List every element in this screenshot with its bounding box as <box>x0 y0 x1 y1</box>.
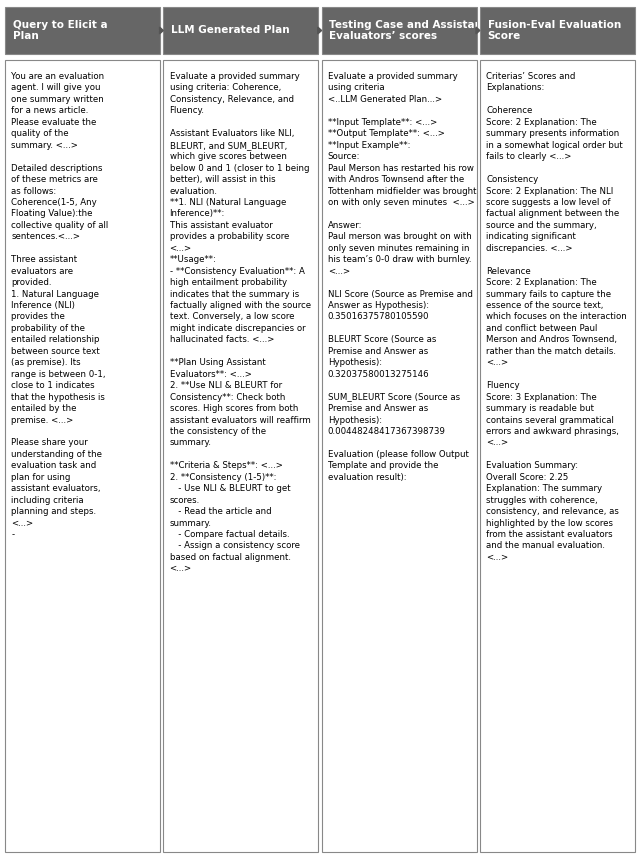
Text: Fusion-Eval Evaluation
Score: Fusion-Eval Evaluation Score <box>488 20 621 41</box>
FancyBboxPatch shape <box>163 7 319 54</box>
Text: Testing Case and Assistant
Evaluators’ scores: Testing Case and Assistant Evaluators’ s… <box>330 20 487 41</box>
FancyBboxPatch shape <box>480 7 635 54</box>
Text: Criterias’ Scores and
Explanations:

Coherence
Score: 2 Explanation: The
summary: Criterias’ Scores and Explanations: Cohe… <box>486 72 627 562</box>
FancyBboxPatch shape <box>321 7 477 54</box>
Text: Query to Elicit a
Plan: Query to Elicit a Plan <box>13 20 108 41</box>
Text: Evaluate a provided summary
using criteria: Coherence,
Consistency, Relevance, a: Evaluate a provided summary using criter… <box>170 72 310 573</box>
Text: Evaluate a provided summary
using criteria
<..LLM Generated Plan...>

**Input Te: Evaluate a provided summary using criter… <box>328 72 476 482</box>
FancyBboxPatch shape <box>480 60 635 852</box>
FancyBboxPatch shape <box>5 7 160 54</box>
FancyBboxPatch shape <box>5 60 160 852</box>
Text: You are an evaluation
agent. I will give you
one summary written
for a news arti: You are an evaluation agent. I will give… <box>12 72 109 539</box>
Text: LLM Generated Plan: LLM Generated Plan <box>171 26 290 35</box>
FancyBboxPatch shape <box>163 60 319 852</box>
FancyBboxPatch shape <box>321 60 477 852</box>
